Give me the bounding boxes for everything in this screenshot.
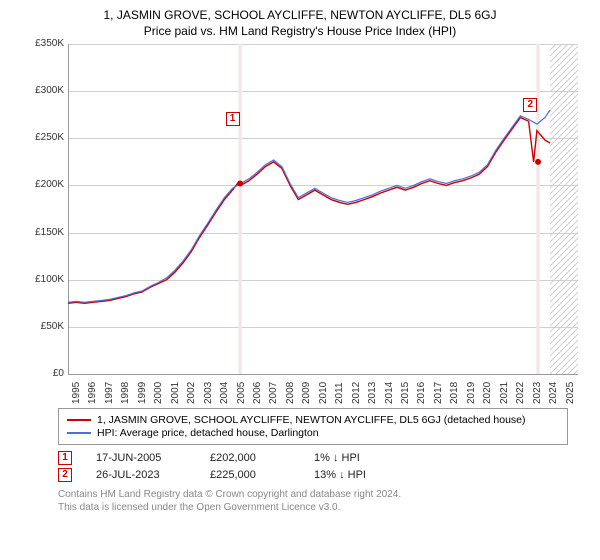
transaction-marker: 2 xyxy=(58,468,72,482)
transaction-diff: 1% ↓ HPI xyxy=(314,452,360,464)
marker-1: 1 xyxy=(226,112,240,126)
x-tick-label: 2013 xyxy=(367,382,371,404)
x-tick-label: 1996 xyxy=(87,382,91,404)
x-tick-label: 1998 xyxy=(120,382,124,404)
chart-title: 1, JASMIN GROVE, SCHOOL AYCLIFFE, NEWTON… xyxy=(12,8,588,22)
y-tick-label: £100K xyxy=(28,274,64,285)
x-tick-label: 2023 xyxy=(532,382,536,404)
future-hatch xyxy=(220,44,600,374)
transaction-date: 26-JUL-2023 xyxy=(96,469,186,481)
chart-subtitle: Price paid vs. HM Land Registry's House … xyxy=(12,24,588,38)
transaction-date: 17-JUN-2005 xyxy=(96,452,186,464)
x-tick-label: 2020 xyxy=(482,382,486,404)
footer-line-2: This data is licensed under the Open Gov… xyxy=(58,501,588,514)
x-tick-label: 2021 xyxy=(499,382,503,404)
x-tick-label: 2006 xyxy=(252,382,256,404)
footer-line-1: Contains HM Land Registry data © Crown c… xyxy=(58,488,588,501)
transaction-dot xyxy=(237,181,243,187)
y-tick-label: £50K xyxy=(28,321,64,332)
transaction-price: £202,000 xyxy=(210,452,290,464)
legend-swatch xyxy=(67,419,91,421)
x-tick-label: 2007 xyxy=(268,382,272,404)
x-tick-label: 2019 xyxy=(466,382,470,404)
x-tick-label: 1995 xyxy=(71,382,75,404)
x-tick-label: 2024 xyxy=(548,382,552,404)
x-tick-label: 2004 xyxy=(219,382,223,404)
x-tick-label: 1997 xyxy=(104,382,108,404)
plot-area xyxy=(68,44,578,374)
sale-shade xyxy=(238,44,241,374)
x-tick-label: 2017 xyxy=(433,382,437,404)
series-property xyxy=(68,118,550,304)
y-tick-label: £150K xyxy=(28,227,64,238)
transaction-marker: 1 xyxy=(58,451,72,465)
transaction-row: 1 17-JUN-2005 £202,000 1% ↓ HPI xyxy=(58,451,588,465)
y-tick-label: £300K xyxy=(28,85,64,96)
x-tick-label: 2012 xyxy=(351,382,355,404)
sale-shade xyxy=(536,44,539,374)
x-tick-label: 2005 xyxy=(236,382,240,404)
legend: 1, JASMIN GROVE, SCHOOL AYCLIFFE, NEWTON… xyxy=(58,408,568,445)
chart-area: £0£50K£100K£150K£200K£250K£300K£350K 199… xyxy=(28,44,588,404)
y-tick-label: £200K xyxy=(28,179,64,190)
transaction-diff: 13% ↓ HPI xyxy=(314,469,366,481)
y-tick-label: £0 xyxy=(28,368,64,379)
transactions-table: 1 17-JUN-2005 £202,000 1% ↓ HPI 2 26-JUL-2023… xyxy=(58,451,588,482)
x-tick-label: 2011 xyxy=(334,382,338,404)
legend-label: 1, JASMIN GROVE, SCHOOL AYCLIFFE, NEWTON… xyxy=(97,414,526,426)
x-tick-label: 2022 xyxy=(515,382,519,404)
legend-item: HPI: Average price, detached house, Darl… xyxy=(67,427,559,439)
x-axis xyxy=(68,374,578,375)
x-tick-label: 2008 xyxy=(285,382,289,404)
x-tick-label: 2016 xyxy=(416,382,420,404)
legend-item: 1, JASMIN GROVE, SCHOOL AYCLIFFE, NEWTON… xyxy=(67,414,559,426)
x-tick-label: 2009 xyxy=(301,382,305,404)
x-tick-label: 2010 xyxy=(318,382,322,404)
y-tick-label: £350K xyxy=(28,38,64,49)
x-tick-label: 1999 xyxy=(137,382,141,404)
series-hpi xyxy=(68,110,550,302)
x-tick-label: 2014 xyxy=(384,382,388,404)
x-tick-label: 2001 xyxy=(170,382,174,404)
legend-swatch xyxy=(67,432,91,434)
x-tick-label: 2015 xyxy=(400,382,404,404)
x-tick-label: 2025 xyxy=(565,382,569,404)
legend-label: HPI: Average price, detached house, Darl… xyxy=(97,427,319,439)
x-tick-label: 2018 xyxy=(449,382,453,404)
x-tick-label: 2003 xyxy=(203,382,207,404)
x-tick-label: 2002 xyxy=(186,382,190,404)
transaction-dot xyxy=(535,159,541,165)
transaction-row: 2 26-JUL-2023 £225,000 13% ↓ HPI xyxy=(58,468,588,482)
transaction-price: £225,000 xyxy=(210,469,290,481)
marker-2: 2 xyxy=(523,98,537,112)
footer: Contains HM Land Registry data © Crown c… xyxy=(58,488,588,514)
y-tick-label: £250K xyxy=(28,132,64,143)
x-tick-label: 2000 xyxy=(153,382,157,404)
